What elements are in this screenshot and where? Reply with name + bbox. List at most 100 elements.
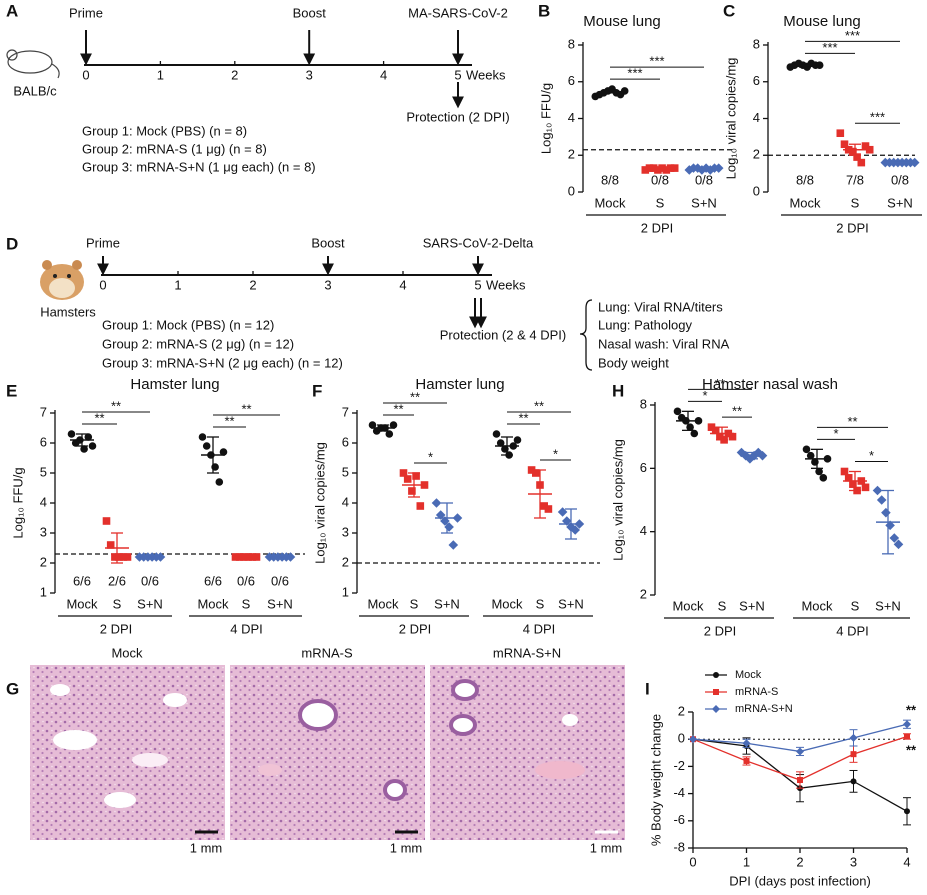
y-tick-label: 7 — [342, 404, 349, 419]
data-point — [865, 145, 874, 154]
y-tick-label: 6 — [753, 73, 760, 88]
data-point — [844, 474, 853, 482]
data-point — [215, 478, 224, 486]
x-tick-label: S — [242, 596, 251, 611]
data-point — [728, 432, 737, 441]
significance-label: ** — [410, 389, 420, 404]
data-point — [115, 553, 123, 561]
x-tick-label: Mock — [367, 596, 399, 611]
x-tick-label: 4 — [903, 854, 910, 869]
significance-label: ** — [393, 401, 403, 416]
x-tick-label: Mock — [66, 596, 98, 611]
readout-label: Nasal wash: Viral RNA — [598, 336, 730, 351]
data-point — [119, 553, 128, 561]
week-label: 2 — [249, 277, 256, 292]
significance-label: ** — [518, 410, 528, 425]
x-tick-label: S — [410, 596, 419, 611]
y-tick-label: 4 — [342, 494, 349, 509]
data-point — [111, 553, 119, 561]
count-label: 0/8 — [891, 172, 909, 187]
count-label: 8/8 — [796, 172, 814, 187]
data-point — [742, 739, 751, 748]
legend-label: mRNA-S+N — [735, 703, 793, 715]
data-point — [819, 474, 828, 482]
data-point — [850, 778, 857, 785]
count-label: 6/6 — [204, 573, 222, 588]
event-label: MA-SARS-CoV-2 — [408, 5, 508, 20]
y-tick-label: 8 — [640, 396, 647, 411]
data-point — [412, 472, 420, 480]
annotation: ** — [906, 703, 917, 718]
chart-title: Mouse lung — [583, 13, 661, 30]
data-point — [448, 540, 459, 550]
y-tick-label: 1 — [342, 584, 349, 599]
data-point — [440, 516, 450, 526]
group-label: Group 1: Mock (PBS) (n = 12) — [102, 317, 274, 332]
event-label: Boost — [293, 5, 327, 20]
chart-title: Hamster nasal wash — [702, 376, 838, 393]
chart-title: Mouse lung — [783, 13, 861, 30]
data-point — [389, 421, 398, 429]
y-tick-label: -4 — [673, 785, 685, 800]
data-point — [876, 495, 887, 505]
panel-letter: D — [6, 234, 18, 253]
y-tick-label: -6 — [673, 812, 685, 827]
x-tick-label: S+N — [739, 598, 765, 613]
data-point — [840, 467, 849, 476]
chart-title: Hamster lung — [415, 376, 504, 393]
y-axis-label: Log₁₀ FFU/g — [538, 83, 553, 154]
data-point — [544, 505, 553, 513]
data-point — [861, 483, 870, 492]
y-tick-label: 0 — [753, 183, 760, 198]
data-point — [385, 430, 394, 438]
week-label: 5 — [454, 67, 461, 82]
significance-label: *** — [845, 28, 860, 43]
data-point — [527, 466, 536, 474]
week-label: 4 — [399, 277, 406, 292]
significance-label: *** — [649, 54, 664, 69]
y-tick-label: 8 — [568, 36, 575, 51]
panel-letter: C — [723, 1, 735, 20]
x-tick-label: S — [718, 598, 727, 613]
data-point — [416, 502, 425, 510]
y-tick-label: 3 — [342, 524, 349, 539]
x-tick-label: 1 — [743, 854, 750, 869]
readout-bracket — [579, 299, 593, 371]
y-axis-label: Log₁₀ viral copies/mg — [312, 442, 327, 564]
data-point — [815, 61, 824, 70]
x-tick-label: Mock — [801, 598, 833, 613]
count-label: 0/6 — [237, 573, 255, 588]
group-label: 4 DPI — [523, 621, 556, 636]
group-label: 2 DPI — [704, 623, 737, 638]
panel-letter: I — [645, 679, 650, 698]
x-tick-label: 2 — [796, 854, 803, 869]
unit-label: Weeks — [466, 67, 506, 82]
significance-label: *** — [870, 110, 885, 125]
event-label: SARS-CoV-2-Delta — [423, 235, 534, 250]
scale-label: 1 mm — [590, 840, 623, 855]
x-tick-label: 3 — [850, 854, 857, 869]
y-tick-label: 4 — [40, 494, 47, 509]
y-tick-label: 0 — [678, 731, 685, 746]
data-point — [80, 445, 88, 453]
x-tick-label: S+N — [267, 596, 293, 611]
data-point — [853, 153, 861, 161]
data-point — [707, 423, 716, 431]
data-point — [840, 140, 849, 149]
hamster-icon — [40, 260, 84, 300]
legend-label: mRNA-S — [735, 686, 778, 698]
group-label: 4 DPI — [836, 623, 869, 638]
data-point — [716, 432, 724, 441]
data-point — [88, 442, 97, 450]
count-label: 0/8 — [695, 172, 713, 187]
readout-label: Lung: Pathology — [598, 317, 692, 332]
significance-label: ** — [715, 376, 725, 391]
data-point — [909, 157, 920, 168]
panel-letter: A — [6, 1, 18, 20]
data-point — [797, 777, 803, 783]
week-label: 4 — [380, 67, 387, 82]
significance-label: ** — [847, 414, 857, 429]
x-tick-label: Mock — [491, 596, 523, 611]
y-tick-label: 2 — [342, 554, 349, 569]
y-axis-label: % Body weight change — [648, 714, 663, 846]
